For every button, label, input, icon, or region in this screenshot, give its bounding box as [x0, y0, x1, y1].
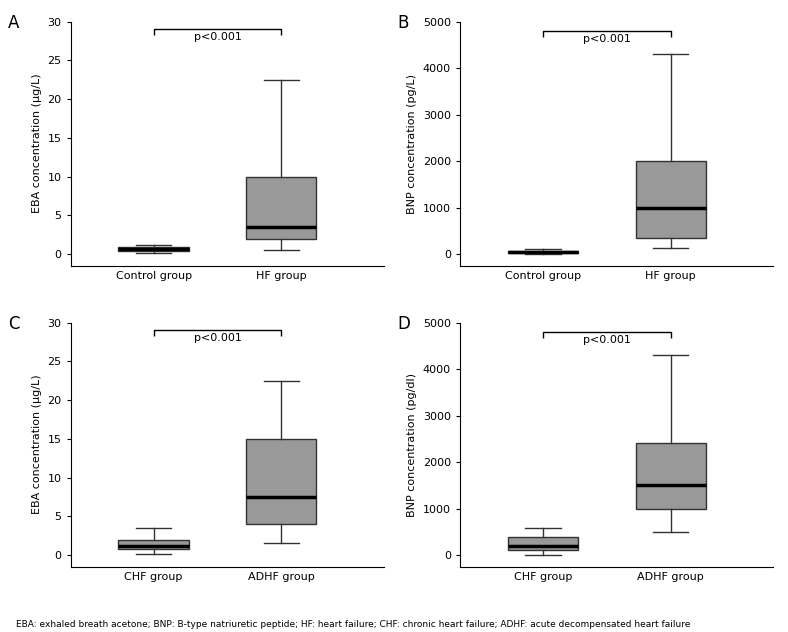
PathPatch shape [118, 540, 188, 549]
PathPatch shape [507, 251, 578, 253]
Text: p<0.001: p<0.001 [583, 34, 631, 44]
PathPatch shape [507, 537, 578, 550]
Y-axis label: BNP concentration (pg/L): BNP concentration (pg/L) [407, 74, 417, 214]
Y-axis label: BNP concentration (pg/dl): BNP concentration (pg/dl) [407, 373, 417, 516]
PathPatch shape [118, 246, 188, 251]
Text: p<0.001: p<0.001 [194, 32, 241, 42]
Text: A: A [8, 15, 19, 32]
Text: EBA: exhaled breath acetone; BNP: B-type natriuretic peptide; HF: heart failure;: EBA: exhaled breath acetone; BNP: B-type… [16, 620, 690, 629]
Text: B: B [397, 15, 409, 32]
Text: p<0.001: p<0.001 [194, 334, 241, 343]
Y-axis label: EBA concentration (µg/L): EBA concentration (µg/L) [32, 375, 42, 514]
Text: D: D [397, 315, 411, 333]
Text: C: C [8, 315, 20, 333]
PathPatch shape [636, 161, 706, 238]
Text: p<0.001: p<0.001 [583, 335, 631, 345]
PathPatch shape [636, 444, 706, 509]
PathPatch shape [246, 439, 317, 524]
PathPatch shape [246, 176, 317, 239]
Y-axis label: EBA concentration (µg/L): EBA concentration (µg/L) [32, 74, 42, 214]
